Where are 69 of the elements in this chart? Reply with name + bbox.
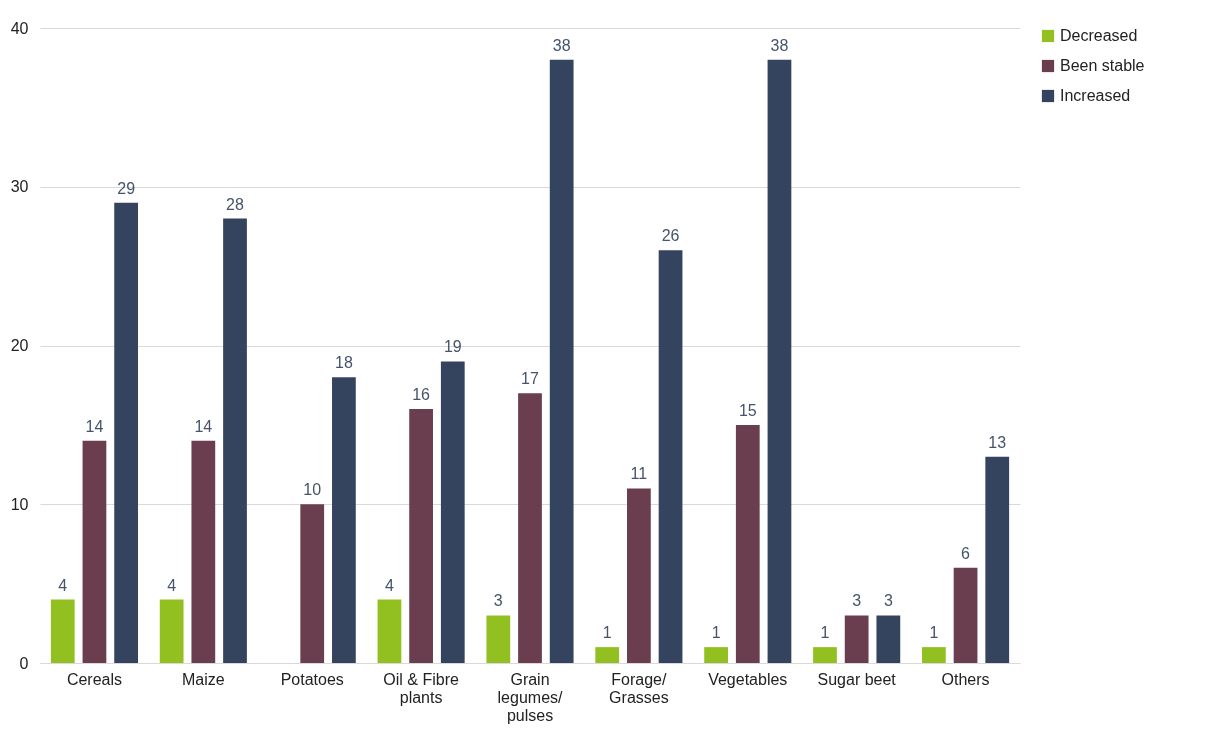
bar — [876, 615, 901, 663]
bar — [440, 361, 465, 663]
bar — [191, 440, 216, 663]
x-tick-label: Oil & Fibre plants — [383, 670, 459, 706]
bar — [332, 377, 356, 663]
x-tick-label: Cereals — [66, 670, 123, 688]
data-label: 18 — [335, 354, 353, 372]
bar — [813, 647, 837, 663]
y-tick-label: 40 — [10, 19, 29, 37]
data-label: 13 — [988, 433, 1007, 451]
bar — [953, 567, 978, 663]
data-label: 11 — [630, 465, 648, 483]
data-label: 14 — [85, 417, 104, 435]
bar — [735, 424, 760, 663]
bar — [658, 250, 683, 663]
x-tick-label: Grain legumes/ pulses — [497, 670, 564, 724]
data-label: 29 — [117, 179, 136, 197]
bar — [704, 647, 728, 663]
bar — [549, 59, 574, 663]
y-tick-label: 0 — [19, 654, 29, 672]
x-tick-label: Others — [941, 670, 990, 688]
bar — [300, 504, 325, 663]
data-label: 14 — [194, 417, 213, 435]
data-label: 10 — [303, 481, 322, 499]
data-label: 19 — [443, 338, 462, 356]
x-tick-label: Vegetables — [708, 670, 788, 688]
bar — [486, 615, 511, 663]
bar — [223, 218, 247, 663]
data-label: 1 — [711, 624, 721, 642]
data-label: 17 — [521, 370, 539, 388]
bar — [922, 647, 946, 663]
bar — [82, 440, 107, 663]
data-label: 4 — [384, 576, 394, 594]
bar — [844, 615, 869, 663]
data-label: 28 — [226, 195, 245, 213]
data-label: 6 — [961, 544, 971, 562]
bar — [985, 456, 1010, 663]
data-label: 26 — [661, 227, 680, 245]
data-label: 3 — [883, 592, 893, 610]
bar — [627, 488, 651, 663]
bar — [159, 599, 184, 663]
bar — [114, 202, 138, 663]
data-label: 38 — [770, 36, 789, 54]
bar — [50, 599, 75, 663]
data-label: 1 — [929, 624, 939, 642]
x-tick-label: Potatoes — [280, 670, 344, 688]
data-label: 4 — [58, 576, 68, 594]
legend-label: Decreased — [1060, 27, 1138, 44]
data-label: 1 — [820, 624, 830, 642]
data-label: 3 — [852, 592, 862, 610]
data-label: 15 — [738, 401, 757, 419]
bar — [377, 599, 402, 663]
data-label: 4 — [167, 576, 177, 594]
bar — [518, 393, 542, 663]
y-tick-label: 20 — [10, 337, 29, 354]
data-label: 1 — [602, 624, 612, 642]
x-tick-label: Forage/ Grasses — [609, 670, 669, 706]
bar — [409, 409, 433, 663]
y-tick-label: 30 — [10, 178, 29, 196]
bar — [767, 59, 792, 663]
data-label: 16 — [412, 386, 431, 403]
x-tick-label: Maize — [181, 670, 225, 688]
y-tick-label: 10 — [10, 495, 29, 513]
legend-label: Increased — [1060, 87, 1131, 104]
data-label: 38 — [552, 36, 571, 54]
x-tick-label: Sugar beet — [817, 670, 897, 688]
bar — [595, 647, 620, 663]
legend-label: Been stable — [1060, 57, 1145, 74]
data-label: 3 — [493, 592, 503, 610]
